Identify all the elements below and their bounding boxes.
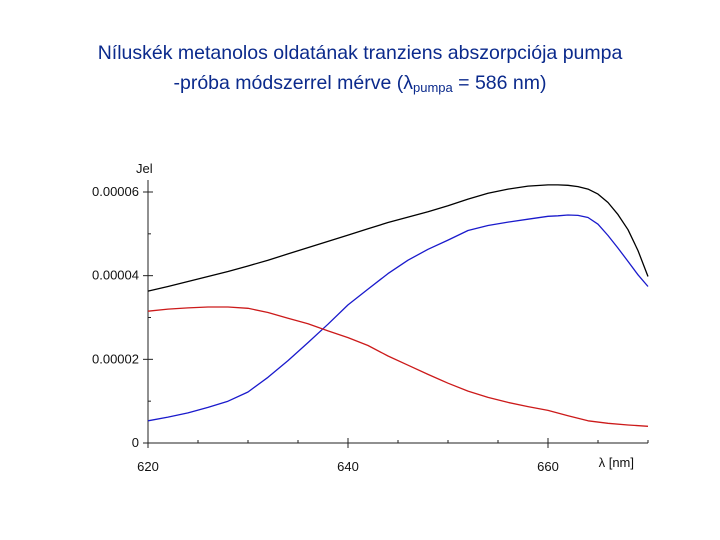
axes (143, 180, 649, 448)
chart-title: Níluskék metanolos oldatának tranziens a… (0, 38, 720, 103)
chart-title-line2: -próba módszerrel mérve (λpumpa = 586 nm… (0, 68, 720, 103)
chart-title-line2-prefix: -próba módszerrel mérve (λ (173, 72, 413, 94)
x-tick-label: 640 (337, 459, 359, 474)
y-tick-label: 0 (132, 435, 139, 450)
x-tick-label: 660 (537, 459, 559, 474)
series-layer (147, 184, 649, 427)
y-tick-label: 0.00006 (92, 184, 139, 199)
y-tick-label: 0.00002 (92, 351, 139, 366)
x-axis-title: λ [nm] (599, 455, 634, 470)
y-tick-label: 0.00004 (92, 268, 139, 283)
series-line-1 (147, 184, 649, 292)
labels: 0 0.00002 0.00004 0.00006 620 640 660 Jel λ [nm] (92, 161, 634, 474)
y-axis-title: Jel (136, 161, 153, 176)
series-line-2 (147, 214, 649, 422)
chart-title-subscript: pumpa (412, 80, 453, 95)
x-tick-label: 620 (137, 459, 159, 474)
chart-title-line1: Níluskék metanolos oldatának tranziens a… (97, 42, 623, 64)
series-line-3 (147, 306, 649, 427)
chart-title-line2-suffix: = 586 nm) (452, 72, 547, 94)
